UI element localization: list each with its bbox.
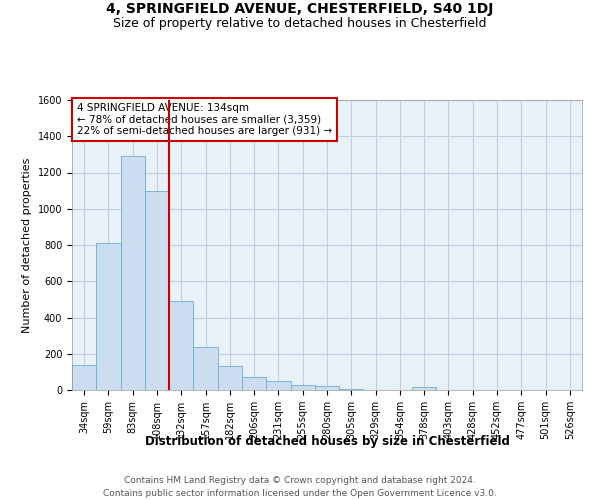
- Bar: [266, 381, 290, 390]
- Bar: [96, 243, 121, 390]
- Text: 4, SPRINGFIELD AVENUE, CHESTERFIELD, S40 1DJ: 4, SPRINGFIELD AVENUE, CHESTERFIELD, S40…: [106, 2, 494, 16]
- Text: Contains HM Land Registry data © Crown copyright and database right 2024.
Contai: Contains HM Land Registry data © Crown c…: [103, 476, 497, 498]
- Bar: [412, 388, 436, 390]
- Bar: [145, 190, 169, 390]
- Bar: [218, 366, 242, 390]
- Text: Size of property relative to detached houses in Chesterfield: Size of property relative to detached ho…: [113, 18, 487, 30]
- Bar: [242, 378, 266, 390]
- Bar: [72, 364, 96, 390]
- Bar: [290, 386, 315, 390]
- Y-axis label: Number of detached properties: Number of detached properties: [22, 158, 32, 332]
- Bar: [169, 301, 193, 390]
- Bar: [339, 389, 364, 390]
- Text: Distribution of detached houses by size in Chesterfield: Distribution of detached houses by size …: [145, 435, 509, 448]
- Bar: [193, 348, 218, 390]
- Text: 4 SPRINGFIELD AVENUE: 134sqm
← 78% of detached houses are smaller (3,359)
22% of: 4 SPRINGFIELD AVENUE: 134sqm ← 78% of de…: [77, 103, 332, 136]
- Bar: [315, 386, 339, 390]
- Bar: [121, 156, 145, 390]
